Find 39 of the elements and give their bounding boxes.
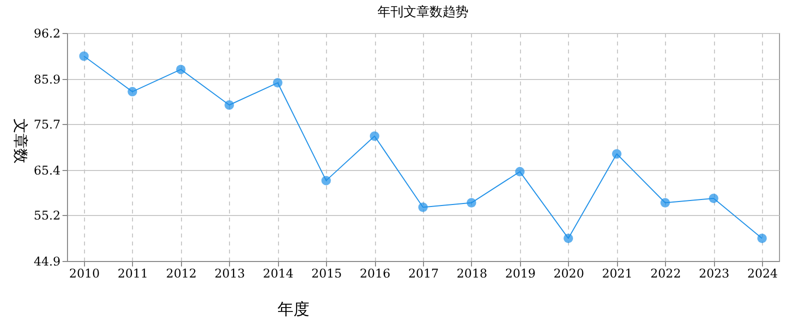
point [757,234,767,244]
x-tick-label: 2020 [554,266,584,280]
y-tick-label: 96.2 [34,26,60,40]
point [370,131,380,141]
point [515,166,525,176]
x-tick-label: 2024 [747,266,778,280]
y-tick-label: 75.7 [34,118,60,132]
point [321,176,331,186]
y-tick-label: 85.9 [34,72,60,86]
point [224,100,234,110]
y-tick-label: 44.9 [34,254,60,268]
x-tick-label: 2012 [166,266,197,280]
point [612,149,622,159]
point [176,64,186,74]
x-tick-label: 2019 [505,266,536,280]
x-tick-label: 2018 [456,266,488,280]
x-tick-label: 2022 [650,266,681,280]
x-tick-label: 2017 [408,266,439,280]
chart-title: 年刊文章数趋势 [378,5,468,20]
x-tick-label: 2023 [698,266,730,280]
x-tick-label: 2011 [118,266,148,280]
x-tick-label: 2014 [262,266,294,280]
point [708,194,718,204]
x-tick-label: 2010 [69,266,100,280]
x-tick-label: 2021 [602,266,633,280]
y-axis-title: 文章数 [12,118,30,164]
point [660,198,670,208]
y-tick-label: 65.4 [34,163,61,178]
point [272,78,282,88]
point [79,51,89,61]
x-axis-title: 年度 [278,300,310,318]
point [128,86,138,96]
point [564,234,574,244]
point [466,198,476,208]
y-tick-label: 55.2 [34,208,60,223]
x-tick-label: 2013 [214,266,246,280]
x-tick-label: 2016 [360,266,390,280]
x-tick-label: 2015 [311,266,342,280]
point [418,202,428,212]
